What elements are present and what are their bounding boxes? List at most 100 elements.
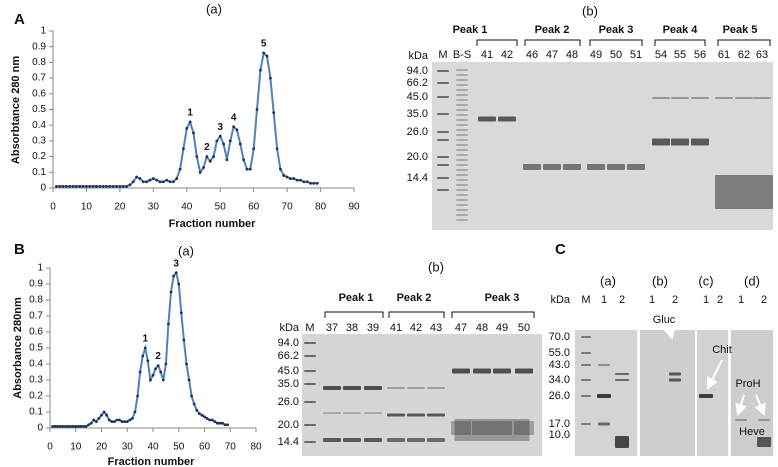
gel-band xyxy=(427,387,445,389)
data-point xyxy=(167,322,170,326)
gel-band xyxy=(543,164,561,170)
y-tick-label: 0.4 xyxy=(29,359,43,370)
gel-band xyxy=(581,336,591,338)
marker-label: 70.0 xyxy=(549,331,570,343)
data-point xyxy=(128,418,132,422)
data-point xyxy=(262,51,266,55)
data-point xyxy=(218,421,222,425)
y-tick-label: 0.2 xyxy=(32,151,46,162)
x-tick-label: 90 xyxy=(348,202,360,213)
gel-band xyxy=(456,79,468,81)
gel-band xyxy=(456,69,468,71)
data-point xyxy=(136,394,139,398)
gel-band xyxy=(437,82,449,84)
gel-band xyxy=(757,437,771,447)
x-tick-label: 20 xyxy=(96,442,108,453)
data-point xyxy=(71,425,75,428)
data-point xyxy=(177,282,181,286)
panel-letter: C xyxy=(555,241,566,258)
y-tick-label: 0.8 xyxy=(29,295,43,306)
gel-band xyxy=(456,149,468,151)
gel-band xyxy=(456,134,468,136)
gel-band xyxy=(456,129,468,131)
gel-band xyxy=(587,164,605,170)
x-tick-label: 50 xyxy=(173,442,185,453)
data-point xyxy=(154,367,157,371)
gel-band xyxy=(478,116,496,122)
gel-band xyxy=(581,352,591,354)
gel-band xyxy=(456,209,468,211)
data-point xyxy=(79,425,83,428)
peak-label: 5 xyxy=(261,39,267,50)
data-point xyxy=(248,167,252,171)
gel-band xyxy=(304,342,316,344)
lane-label: 41 xyxy=(481,49,493,61)
marker-label: 35.0 xyxy=(278,378,299,390)
gel-band xyxy=(456,124,468,126)
marker-label: 14.4 xyxy=(407,172,428,184)
gel-band xyxy=(456,189,468,191)
peak-label: Peak 4 xyxy=(663,24,699,36)
lane-label: 38 xyxy=(346,322,358,334)
gel-band xyxy=(607,164,625,170)
data-point xyxy=(195,409,199,412)
subpanel-label: (d) xyxy=(744,273,760,288)
data-point xyxy=(87,423,91,427)
gel-band xyxy=(456,184,468,186)
data-point xyxy=(131,417,134,420)
gel-band xyxy=(456,114,468,116)
data-point xyxy=(232,125,236,129)
gel-band xyxy=(456,89,468,91)
y-tick-label: 1 xyxy=(37,263,43,274)
gel-band xyxy=(715,97,733,99)
data-point xyxy=(245,167,249,171)
lane-label: 54 xyxy=(655,49,667,61)
data-point xyxy=(101,185,105,188)
data-point xyxy=(75,185,78,188)
gel-band xyxy=(652,97,670,99)
gel-band xyxy=(523,164,541,170)
data-point xyxy=(292,177,296,180)
marker-label: 35.0 xyxy=(407,108,428,120)
gel-band xyxy=(427,413,445,417)
lane-label: 48 xyxy=(566,49,578,61)
peak-label: Peak 2 xyxy=(535,24,570,36)
marker-label: 45.0 xyxy=(407,91,428,103)
x-tick-label: 70 xyxy=(225,442,237,453)
gel-band xyxy=(304,355,316,357)
gel-band xyxy=(456,219,468,221)
data-point xyxy=(54,185,58,188)
marker-label: 20.0 xyxy=(278,419,299,431)
data-point xyxy=(100,413,103,417)
data-point xyxy=(255,108,259,111)
gel-band xyxy=(454,419,530,441)
marker-label: 26.0 xyxy=(407,126,428,138)
lane-label: 1 xyxy=(649,294,655,306)
data-point xyxy=(202,166,205,169)
gel-band xyxy=(304,441,316,443)
chart-title: (a) xyxy=(206,1,222,16)
data-point xyxy=(123,420,127,423)
gel-band xyxy=(323,386,341,390)
data-point xyxy=(151,373,155,377)
data-point xyxy=(107,418,111,422)
lane-label: 50 xyxy=(610,49,622,61)
data-point xyxy=(182,147,185,151)
gel-band xyxy=(304,401,316,403)
data-point xyxy=(161,180,165,184)
data-line xyxy=(52,270,228,428)
data-point xyxy=(143,346,147,350)
gel-band xyxy=(407,438,425,442)
marker-label: 17.0 xyxy=(549,418,570,430)
gel-band xyxy=(615,379,629,381)
lane-label: M xyxy=(438,49,447,61)
marker-label: 55.0 xyxy=(549,347,570,359)
data-point xyxy=(169,290,173,294)
data-point xyxy=(105,185,108,188)
data-point xyxy=(145,180,149,184)
peak-label: 3 xyxy=(173,258,179,269)
peak-label: 1 xyxy=(187,108,193,119)
data-point xyxy=(268,76,272,80)
data-point xyxy=(156,364,160,367)
x-tick-label: 60 xyxy=(248,202,260,213)
